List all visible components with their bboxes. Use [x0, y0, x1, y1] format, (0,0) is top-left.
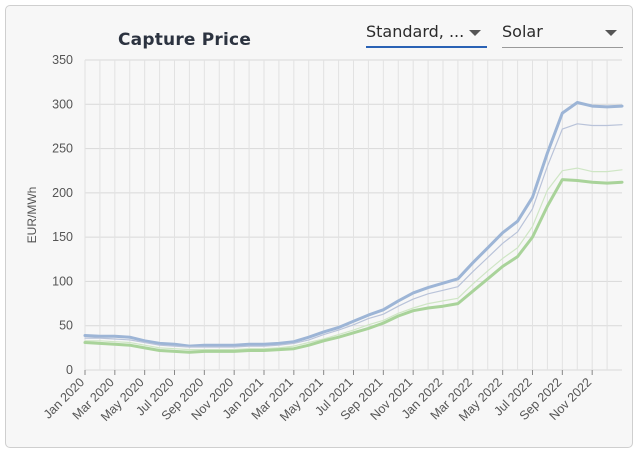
chart-card: Capture Price	[5, 5, 633, 448]
y-tick-label: 350	[52, 53, 73, 67]
technology-select-value: Solar	[502, 22, 543, 41]
series-line-3	[84, 167, 623, 351]
chart-title: Capture Price	[118, 30, 252, 50]
series-line-2	[84, 123, 623, 348]
y-tick-label: 250	[52, 142, 73, 156]
metric-select-value: Standard, ...	[366, 22, 465, 41]
y-axis-label: EUR/MWh	[25, 187, 39, 244]
y-tick-label: 200	[52, 186, 73, 200]
metric-select[interactable]: Standard, ...	[366, 18, 487, 48]
y-tick-label: 50	[59, 319, 73, 333]
series-line-1	[83, 101, 624, 348]
y-tick-label: 150	[52, 230, 73, 244]
series-line-4	[83, 178, 624, 354]
technology-select[interactable]: Solar	[502, 18, 623, 48]
y-tick-label: 100	[52, 274, 73, 288]
chevron-down-icon	[605, 30, 617, 36]
chevron-down-icon	[469, 30, 481, 36]
y-tick-label: 0	[66, 363, 73, 377]
y-tick-label: 300	[52, 97, 73, 111]
